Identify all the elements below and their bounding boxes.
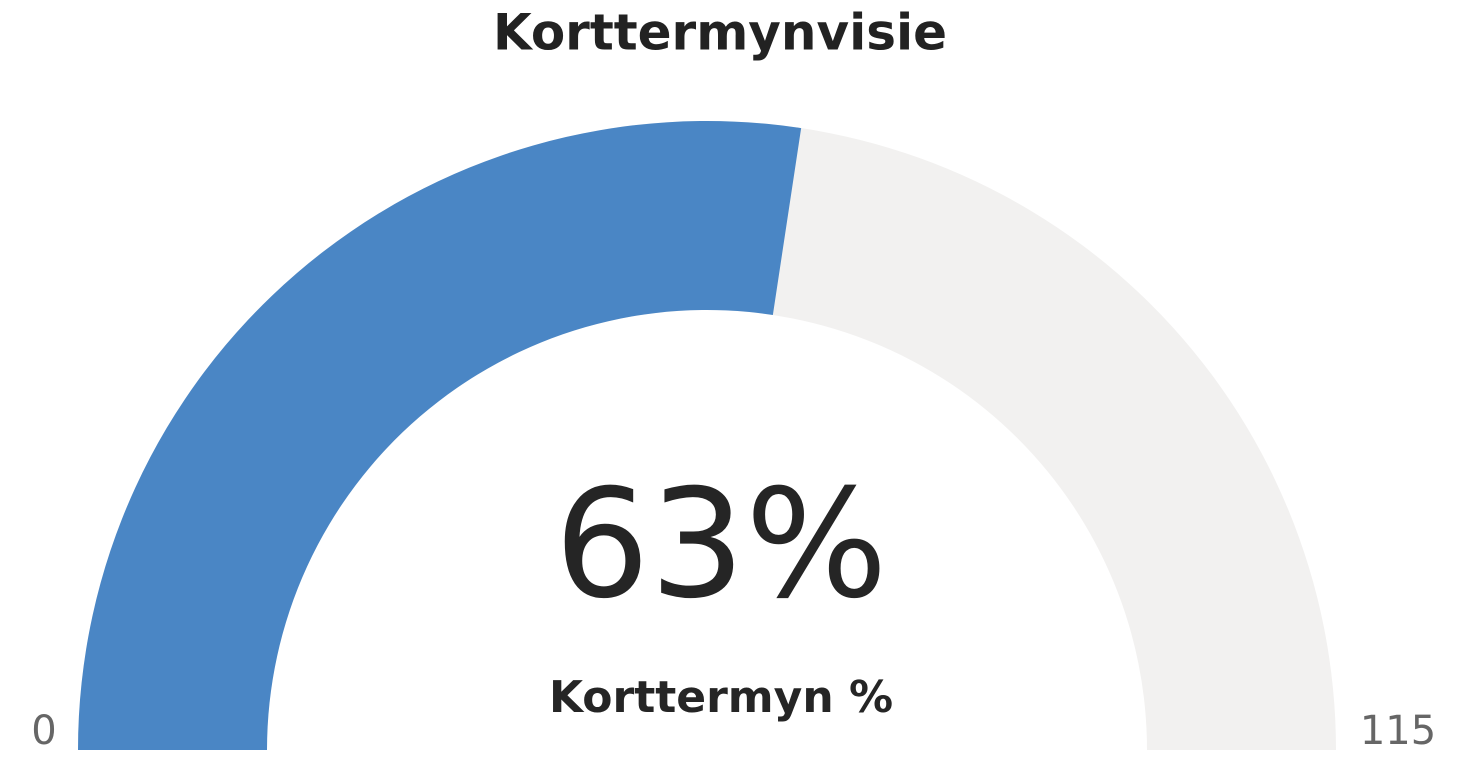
value-label: 63% — [554, 458, 887, 632]
min-label: 0 — [31, 708, 56, 754]
chart-title: Korttermynvisie — [493, 4, 947, 62]
gauge-value — [78, 120, 802, 751]
gauge-label: Korttermyn % — [549, 672, 893, 723]
max-label: 115 — [1360, 708, 1436, 754]
